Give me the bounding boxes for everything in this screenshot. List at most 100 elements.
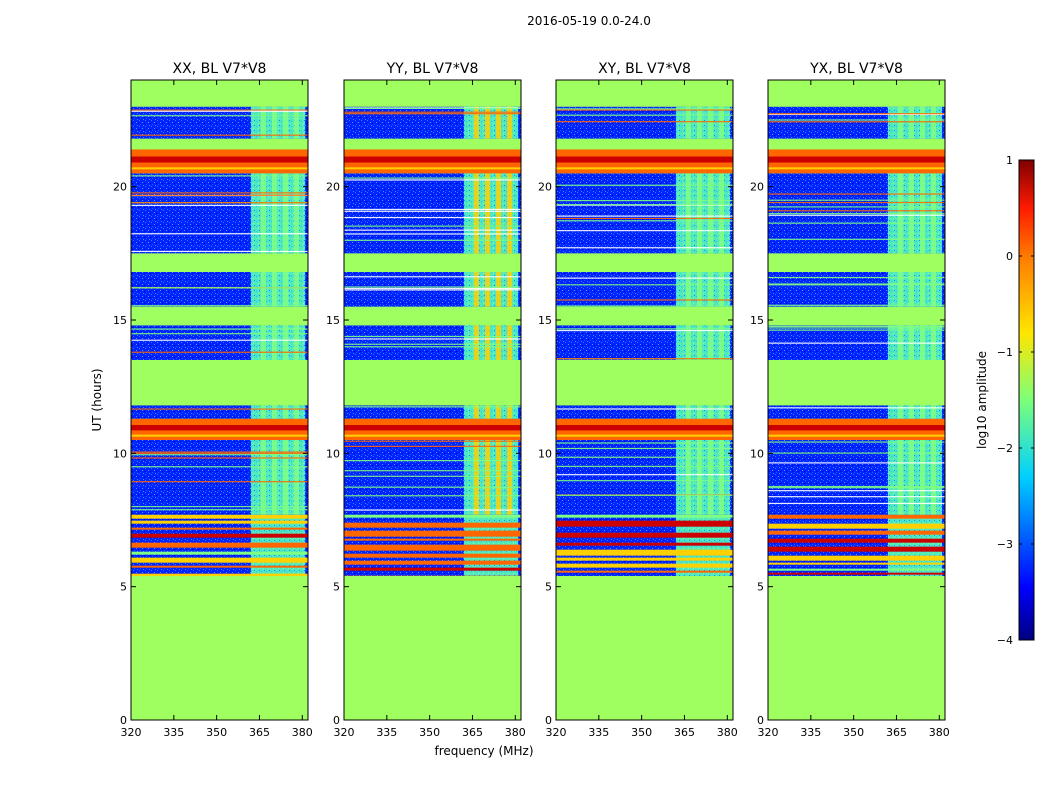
rfi-line [344, 470, 521, 472]
rfi-line [556, 456, 733, 458]
rfi-line [344, 287, 521, 290]
y-tick-label: 10 [538, 447, 552, 460]
rfi-line [131, 509, 308, 511]
rfi-line [768, 210, 945, 212]
time-block-data [556, 173, 733, 254]
flagged-region [131, 253, 308, 272]
time-block-rfi_stripes [344, 514, 521, 576]
y-tick-label: 15 [538, 314, 552, 327]
band-channel [484, 173, 490, 254]
y-tick-label: 20 [750, 181, 764, 194]
rfi-stripe [556, 557, 733, 561]
band-channel [283, 325, 289, 360]
time-block-flagged [131, 576, 308, 720]
time-block-flagged [131, 138, 308, 150]
band-channel [708, 440, 714, 515]
rfi-core [768, 425, 945, 431]
rfi-stripe [344, 522, 521, 528]
band-channel [473, 405, 479, 419]
rfi-line [556, 200, 733, 202]
band-channel [931, 440, 937, 515]
band-channel [260, 405, 266, 419]
rfi-line [556, 204, 733, 206]
rfi-line [768, 201, 945, 204]
time-block-flagged [131, 253, 308, 272]
rfi-line [131, 305, 308, 307]
rfi-core [768, 156, 945, 163]
band-channel [484, 405, 490, 419]
band-channel [484, 325, 490, 360]
flagged-region [131, 576, 308, 720]
rfi-line [344, 179, 521, 181]
flagged-region [556, 360, 733, 406]
rfi-line [131, 175, 308, 177]
band-channel [920, 440, 926, 515]
time-block-data [556, 405, 733, 419]
band-channel [507, 106, 513, 139]
y-tick-label: 0 [545, 714, 552, 727]
time-block-flagged [344, 138, 521, 150]
rfi-line [556, 447, 733, 450]
band-channel [897, 272, 903, 307]
colorbar-tick-label: −1 [997, 346, 1013, 359]
time-block-data [344, 440, 521, 515]
rfi-stripe [131, 542, 308, 548]
flagged-region [768, 576, 945, 720]
time-block-flagged [768, 360, 945, 406]
panel-yy: YY, BL V7*V8 320 335 350 365 380 0 5 10 15 20 [326, 61, 526, 739]
band-channel [507, 173, 513, 254]
y-tick-label: 15 [326, 314, 340, 327]
rfi-line [768, 342, 945, 344]
rfi-line [344, 338, 521, 340]
band-channel [931, 272, 937, 307]
band-channel [496, 405, 502, 419]
rfi-stripe [131, 573, 308, 576]
time-block-flagged [344, 576, 521, 720]
rfi-edge [131, 434, 308, 437]
time-block-flagged [556, 80, 733, 107]
rfi-stripe [344, 544, 521, 551]
band-channel [696, 325, 702, 360]
rfi-stripe [556, 542, 733, 546]
band-channel [719, 106, 725, 139]
time-block-flagged [344, 253, 521, 272]
time-block-data [344, 405, 521, 419]
time-block-data [556, 440, 733, 515]
time-block-flagged [556, 306, 733, 326]
rfi-line [556, 247, 733, 249]
rfi-line [344, 233, 521, 235]
flagged-region [344, 306, 521, 326]
time-block-data [131, 440, 308, 515]
colorbar-tick-label: −3 [997, 538, 1013, 551]
rfi-line [131, 109, 308, 111]
x-tick-label: 335 [376, 726, 397, 739]
time-block-rfi_solid [131, 418, 308, 440]
rfi-line [768, 325, 945, 327]
rfi-line [131, 134, 308, 136]
y-tick-label: 5 [333, 581, 340, 594]
rfi-line [768, 462, 945, 464]
flagged-region [344, 360, 521, 406]
band-channel [507, 405, 513, 419]
rfi-stripe [344, 567, 521, 571]
x-tick-label: 365 [249, 726, 270, 739]
rfi-edge [131, 167, 308, 170]
colorbar-tick-label: −2 [997, 442, 1013, 455]
band-channel [294, 440, 300, 515]
rfi-core [344, 425, 521, 431]
flagged-region [344, 253, 521, 272]
rfi-line [768, 283, 945, 285]
y-tick-label: 15 [750, 314, 764, 327]
time-block-data [768, 440, 945, 515]
x-tick-label: 365 [462, 726, 483, 739]
rfi-line [344, 486, 521, 488]
y-tick-label: 10 [750, 447, 764, 460]
rfi-stripe [131, 514, 308, 519]
rfi-line [556, 184, 733, 186]
rfi-line [344, 346, 521, 348]
rfi-line [768, 119, 945, 121]
time-block-flagged [344, 360, 521, 406]
band-channel [908, 106, 914, 139]
rfi-line [556, 220, 733, 222]
band-channel [260, 325, 266, 360]
